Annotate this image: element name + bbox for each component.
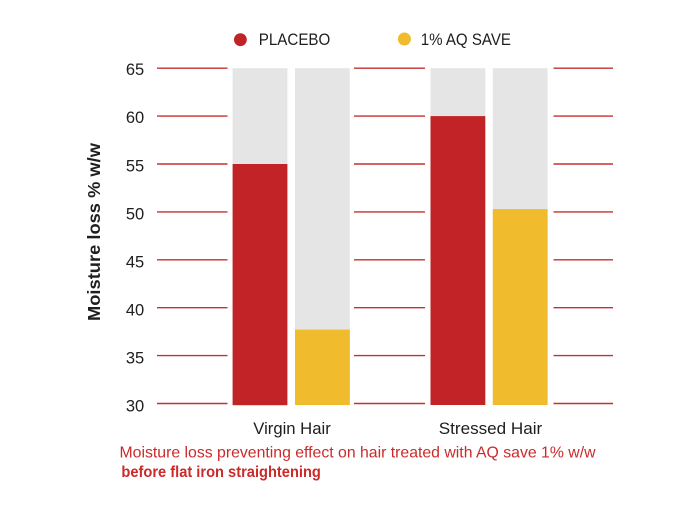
svg-text:PLACEBO: PLACEBO xyxy=(259,30,331,49)
svg-text:Moisture loss preventing effec: Moisture loss preventing effect on hair … xyxy=(120,445,596,462)
svg-text:30: 30 xyxy=(126,398,144,416)
svg-text:Virgin Hair: Virgin Hair xyxy=(253,420,331,438)
svg-text:40: 40 xyxy=(126,302,144,320)
svg-text:before flat iron straightening: before flat iron straightening xyxy=(121,464,321,481)
svg-text:Stressed Hair: Stressed Hair xyxy=(439,420,543,438)
svg-text:55: 55 xyxy=(126,157,144,175)
svg-text:1% AQ SAVE: 1% AQ SAVE xyxy=(421,30,511,49)
svg-text:50: 50 xyxy=(126,205,144,223)
svg-text:65: 65 xyxy=(126,61,144,79)
svg-text:45: 45 xyxy=(126,254,144,272)
svg-text:60: 60 xyxy=(126,109,144,127)
svg-text:Moisture loss % w/w: Moisture loss % w/w xyxy=(84,143,104,321)
svg-text:35: 35 xyxy=(126,350,144,368)
